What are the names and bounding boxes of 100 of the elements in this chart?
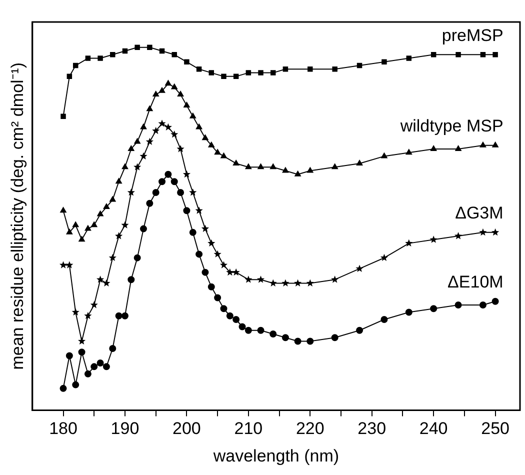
point	[140, 124, 147, 130]
point	[128, 145, 134, 151]
series-label: preMSP	[442, 26, 504, 45]
point	[220, 152, 227, 158]
point	[159, 48, 165, 54]
point	[214, 294, 222, 302]
point	[177, 91, 184, 97]
point	[332, 66, 338, 72]
point	[430, 236, 438, 243]
point	[128, 276, 135, 284]
point	[492, 142, 498, 148]
point	[72, 222, 79, 228]
point	[307, 167, 314, 173]
point	[84, 370, 92, 378]
point	[454, 301, 462, 308]
point	[140, 152, 148, 160]
point	[356, 62, 362, 68]
point	[66, 74, 72, 80]
point	[294, 338, 302, 345]
point	[176, 144, 184, 152]
point	[282, 334, 289, 342]
point	[98, 56, 103, 61]
point	[177, 189, 184, 196]
point	[183, 207, 190, 214]
point	[201, 224, 210, 232]
point	[430, 52, 436, 58]
point	[294, 170, 301, 176]
point	[122, 48, 128, 54]
point	[380, 254, 388, 262]
point	[140, 225, 147, 232]
point	[492, 228, 500, 236]
point	[232, 268, 240, 276]
x-tick-label: 230	[358, 419, 386, 438]
point	[238, 323, 246, 330]
point	[103, 204, 110, 210]
point	[226, 312, 234, 320]
point	[331, 276, 339, 283]
point	[479, 301, 486, 308]
point	[189, 188, 197, 196]
point	[122, 164, 128, 170]
x-tick-label: 190	[110, 419, 140, 438]
point	[102, 363, 110, 370]
y-axis-title: mean residue ellipticity (deg. cm² dmol⁻¹)	[8, 62, 27, 370]
point	[430, 145, 437, 151]
point	[221, 74, 226, 80]
point	[306, 338, 314, 345]
point	[492, 298, 499, 305]
point	[380, 316, 388, 323]
series-label: ΔG3M	[455, 204, 504, 223]
point	[60, 207, 66, 213]
point	[152, 126, 160, 134]
point	[170, 130, 178, 138]
point	[158, 87, 166, 93]
point	[146, 138, 154, 145]
point	[96, 360, 104, 367]
x-tick-label: 210	[234, 419, 263, 438]
point	[110, 52, 116, 58]
point	[256, 276, 265, 283]
point	[158, 178, 166, 186]
point	[196, 250, 203, 258]
x-tick-label: 220	[296, 419, 324, 438]
point	[282, 66, 288, 72]
point	[115, 312, 122, 320]
point	[270, 164, 276, 170]
point	[382, 59, 387, 65]
point	[134, 254, 141, 262]
x-tick-label: 240	[419, 419, 448, 438]
point	[208, 239, 216, 247]
point	[84, 312, 92, 320]
point	[214, 149, 221, 155]
point	[455, 145, 462, 151]
point	[116, 178, 122, 184]
point	[72, 308, 80, 316]
point	[202, 268, 209, 276]
point	[170, 178, 178, 186]
point	[66, 228, 73, 234]
point	[102, 279, 110, 286]
point	[308, 66, 313, 72]
point	[72, 62, 78, 68]
point	[356, 160, 363, 166]
point	[406, 149, 412, 155]
point	[233, 74, 239, 80]
point	[405, 239, 413, 247]
point	[306, 279, 314, 286]
point	[165, 80, 172, 86]
point	[479, 228, 487, 236]
point	[152, 189, 160, 196]
point	[226, 268, 234, 276]
point	[208, 283, 215, 290]
point	[282, 279, 290, 286]
point	[270, 70, 276, 76]
point	[78, 236, 85, 242]
point	[66, 261, 74, 268]
point	[405, 308, 412, 316]
point	[189, 228, 196, 236]
point	[60, 114, 66, 119]
point	[115, 232, 123, 240]
x-tick-label: 180	[49, 419, 78, 438]
point	[196, 66, 202, 72]
point	[202, 134, 208, 140]
